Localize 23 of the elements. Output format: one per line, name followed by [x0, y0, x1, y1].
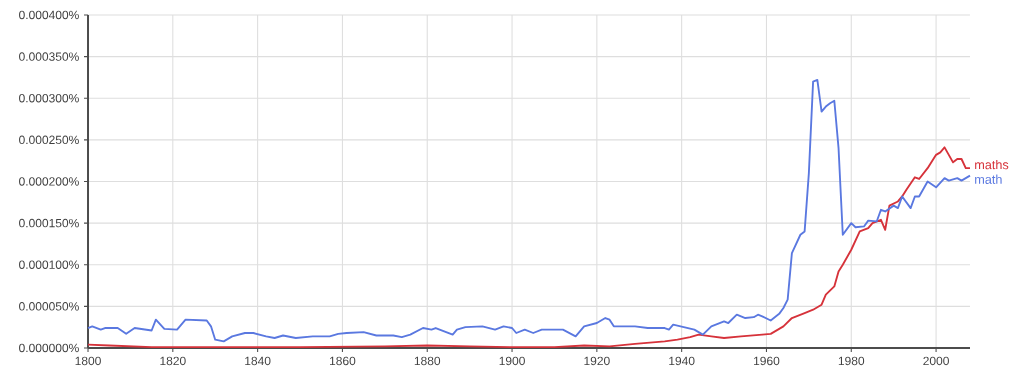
y-tick-label: 0.000250%: [19, 135, 79, 145]
y-tick-label: 0.000400%: [19, 10, 79, 20]
x-tick-label: 2000: [923, 356, 949, 366]
x-tick-label: 1880: [414, 356, 441, 366]
y-tick-label: 0.000150%: [19, 218, 79, 228]
x-tick-label: 1980: [838, 356, 865, 366]
y-tick-label: 0.000200%: [19, 177, 79, 186]
x-tick-label: 1960: [754, 356, 780, 366]
series-label: maths: [975, 159, 1009, 170]
y-tick-label: 0.000350%: [19, 52, 79, 61]
line-series: [87, 78, 971, 343]
x-tick-label: 1840: [245, 356, 271, 366]
y-tick-label: 0.000100%: [19, 260, 79, 269]
y-tick-label: 0.000000%: [19, 343, 79, 353]
x-tick-label: 1940: [669, 356, 695, 366]
x-tick-label: 1900: [499, 356, 525, 366]
x-tick-label: 1820: [160, 356, 186, 366]
x-tick-label: 1800: [75, 356, 101, 366]
series-label: math: [975, 174, 1002, 184]
x-tick-label: 1920: [584, 356, 610, 366]
y-tick-label: 0.000050%: [19, 302, 79, 311]
y-tick-label: 0.000300%: [19, 93, 79, 103]
x-tick-label: 1860: [330, 356, 356, 366]
